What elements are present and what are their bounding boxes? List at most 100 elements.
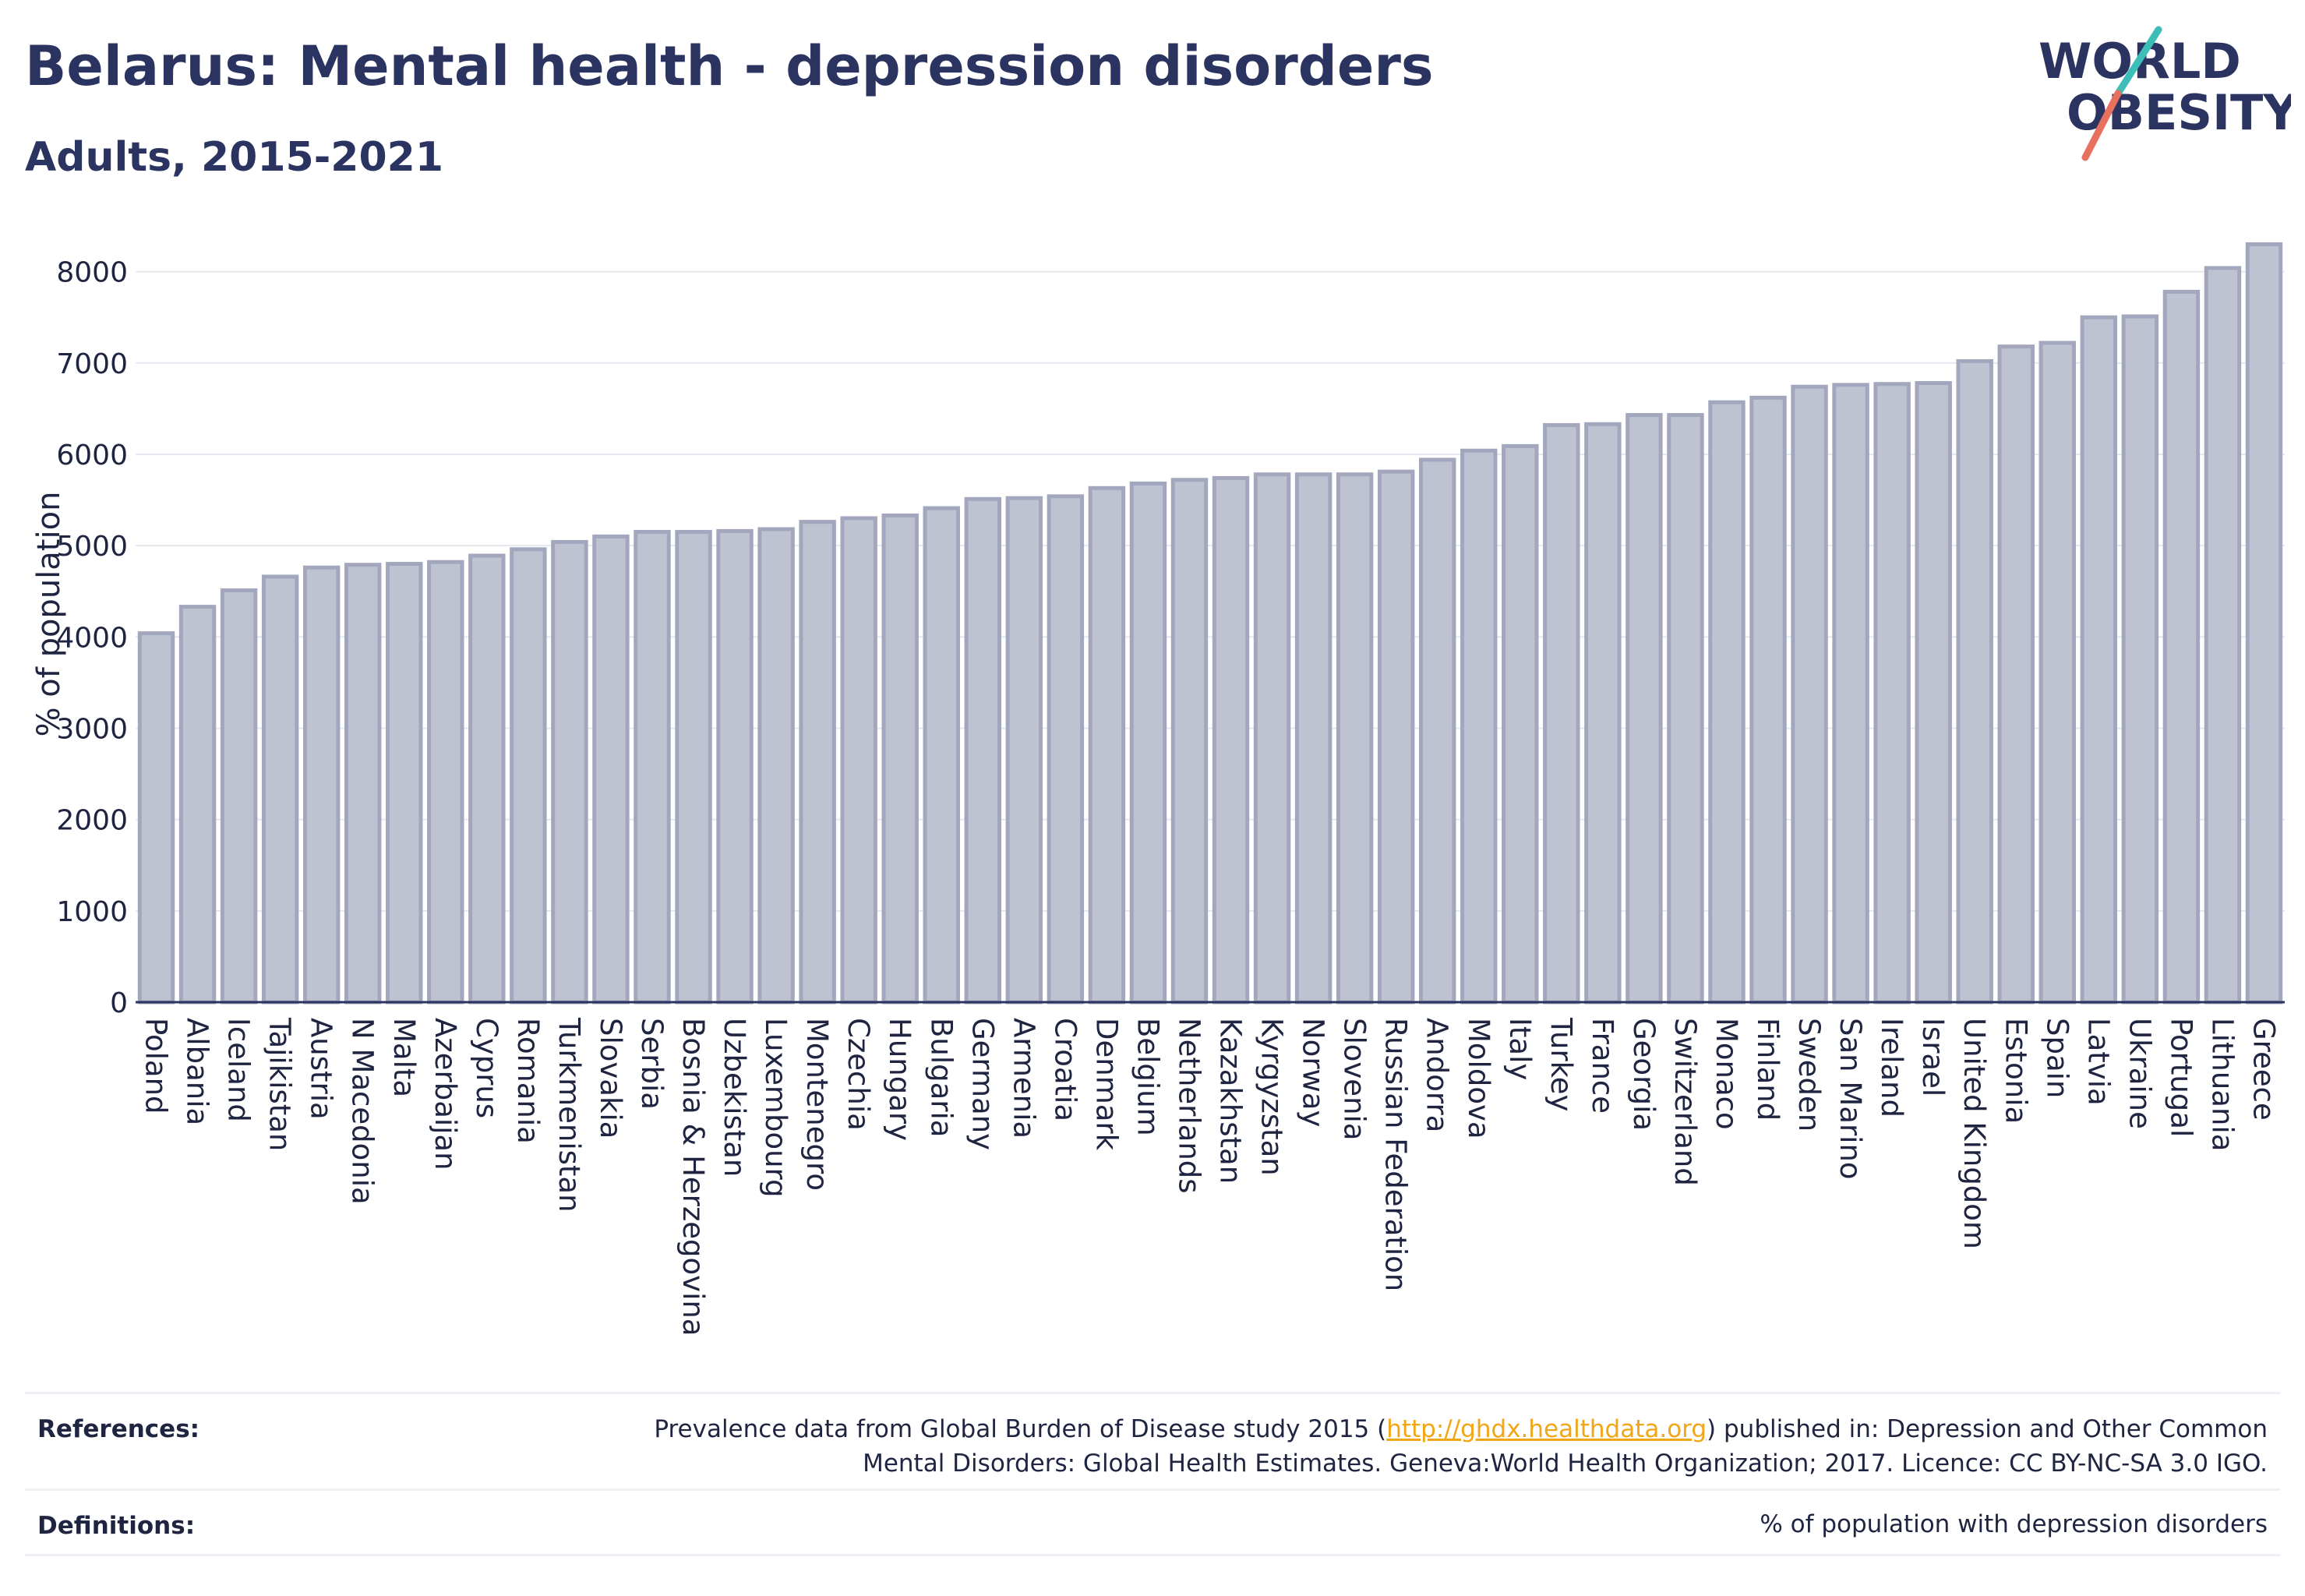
bar: [1253, 472, 1291, 1005]
bar: [1047, 494, 1085, 1005]
x-tick-label: Malta: [387, 1018, 421, 1097]
bar: [2245, 242, 2283, 1005]
y-tick-label: 3000: [56, 713, 128, 745]
x-tick-label: Bosnia & Herzegovina: [676, 1018, 710, 1336]
bar: [840, 516, 877, 1005]
bar: [675, 530, 712, 1005]
bar: [1005, 496, 1043, 1005]
x-tick-label: Greece: [2247, 1018, 2280, 1121]
bar: [1997, 344, 2035, 1005]
y-tick-label: 4000: [56, 622, 128, 654]
x-tick-label: Iceland: [222, 1018, 256, 1122]
x-tick-label: Norway: [1297, 1018, 1330, 1127]
y-tick-label: 7000: [56, 348, 128, 380]
bar: [551, 539, 588, 1005]
x-tick-label: Spain: [2040, 1018, 2074, 1098]
bar: [261, 574, 299, 1005]
bar: [1832, 383, 1869, 1005]
bar: [386, 562, 423, 1005]
bar: [1502, 443, 1539, 1005]
x-tick-label: Hungary: [883, 1018, 916, 1141]
references-label: References:: [37, 1415, 200, 1443]
y-tick-label: 1000: [56, 896, 128, 928]
x-tick-label: Finland: [1751, 1018, 1784, 1121]
x-tick-label: Romania: [511, 1018, 545, 1144]
x-tick-label: Kyrgyzstan: [1255, 1018, 1289, 1176]
bar: [2121, 314, 2159, 1005]
bar: [510, 547, 547, 1005]
bar: [1088, 486, 1126, 1005]
x-tick-label: Netherlands: [1172, 1018, 1205, 1194]
bar: [468, 553, 506, 1005]
bar: [1460, 448, 1498, 1005]
x-tick-label: Portugal: [2164, 1018, 2197, 1137]
y-tick-label: 0: [110, 987, 128, 1019]
x-tick-label: Austria: [305, 1018, 338, 1120]
bar: [592, 534, 630, 1005]
bar: [1212, 475, 1250, 1005]
x-tick-label: Azerbaijan: [429, 1018, 462, 1171]
bar: [1956, 358, 1993, 1005]
chart-title: Belarus: Mental health - depression diso…: [25, 34, 1434, 98]
bar: [1294, 472, 1333, 1005]
x-tick-label: Monaco: [1710, 1018, 1743, 1130]
x-tick-label: Montenegro: [800, 1018, 834, 1191]
y-axis-label: % of population: [31, 492, 67, 737]
bar: [716, 528, 754, 1005]
bar: [1418, 457, 1456, 1005]
x-tick-label: Italy: [1503, 1018, 1537, 1080]
x-tick-label: Slovenia: [1338, 1018, 1371, 1140]
y-tick-label: 5000: [56, 531, 128, 563]
bar: [1336, 472, 1374, 1005]
y-tick-label: 6000: [56, 440, 128, 471]
bar: [2204, 266, 2242, 1005]
y-tick-label: 8000: [56, 257, 128, 289]
x-tick-label: Serbia: [635, 1018, 669, 1110]
logo-coral-slash: [2081, 90, 2122, 161]
bar: [137, 631, 175, 1005]
references-row: References: Prevalence data from Global …: [25, 1412, 2280, 1482]
x-tick-label: Armenia: [1007, 1018, 1040, 1139]
x-tick-label: Kazakhstan: [1214, 1018, 1248, 1184]
x-tick-label: Moldova: [1462, 1018, 1495, 1139]
x-tick-label: Lithuania: [2205, 1018, 2239, 1151]
references-link[interactable]: http://ghdx.healthdata.org: [1386, 1415, 1707, 1443]
bar: [1708, 400, 1746, 1005]
x-tick-label: Russian Federation: [1379, 1018, 1413, 1291]
logo-line2: OBESITY: [2067, 84, 2291, 141]
bar: [1791, 384, 1828, 1005]
x-tick-label: Czechia: [842, 1018, 875, 1131]
chart-subtitle: Adults, 2015-2021: [25, 134, 444, 181]
bar: [757, 527, 795, 1005]
x-tick-label: Andorra: [1421, 1018, 1454, 1132]
bar: [1377, 469, 1415, 1005]
x-tick-label: United Kingdom: [1957, 1018, 1991, 1249]
x-tick-label: Croatia: [1048, 1018, 1082, 1121]
references-text: Prevalence data from Global Burden of Di…: [654, 1412, 2268, 1481]
bar: [881, 513, 919, 1005]
definitions-row: Definitions: % of population with depres…: [25, 1510, 2280, 1546]
world-obesity-logo: WORLD OBESITY: [2038, 26, 2291, 161]
x-tick-label: Slovakia: [594, 1018, 627, 1139]
bar: [220, 588, 258, 1005]
bar: [799, 520, 836, 1005]
definitions-text: % of population with depression disorder…: [1760, 1510, 2268, 1538]
x-tick-label: Germany: [965, 1018, 999, 1150]
x-tick-label: Cyprus: [470, 1018, 503, 1118]
footer-divider-bottom: [25, 1554, 2280, 1556]
x-tick-label: Switzerland: [1668, 1018, 1702, 1186]
x-tick-label: Ireland: [1875, 1018, 1908, 1118]
bar: [1915, 381, 1952, 1005]
bar: [1129, 481, 1167, 1005]
bar: [344, 563, 382, 1005]
y-tick-label: 2000: [56, 805, 128, 837]
x-tick-label: San Marino: [1834, 1018, 1867, 1180]
bar: [1873, 382, 1911, 1005]
references-text-line2: Mental Disorders: Global Health Estimate…: [863, 1449, 2268, 1478]
bar: [2162, 289, 2201, 1005]
x-tick-label: Ukraine: [2123, 1018, 2156, 1129]
footer-divider-top: [25, 1392, 2280, 1394]
bar-chart: 0 1000 2000 3000 4000 5000 6000 7000 8000 % of po…: [31, 242, 2285, 1336]
bar: [1749, 395, 1787, 1005]
x-tick-label: Luxembourg: [759, 1018, 792, 1198]
